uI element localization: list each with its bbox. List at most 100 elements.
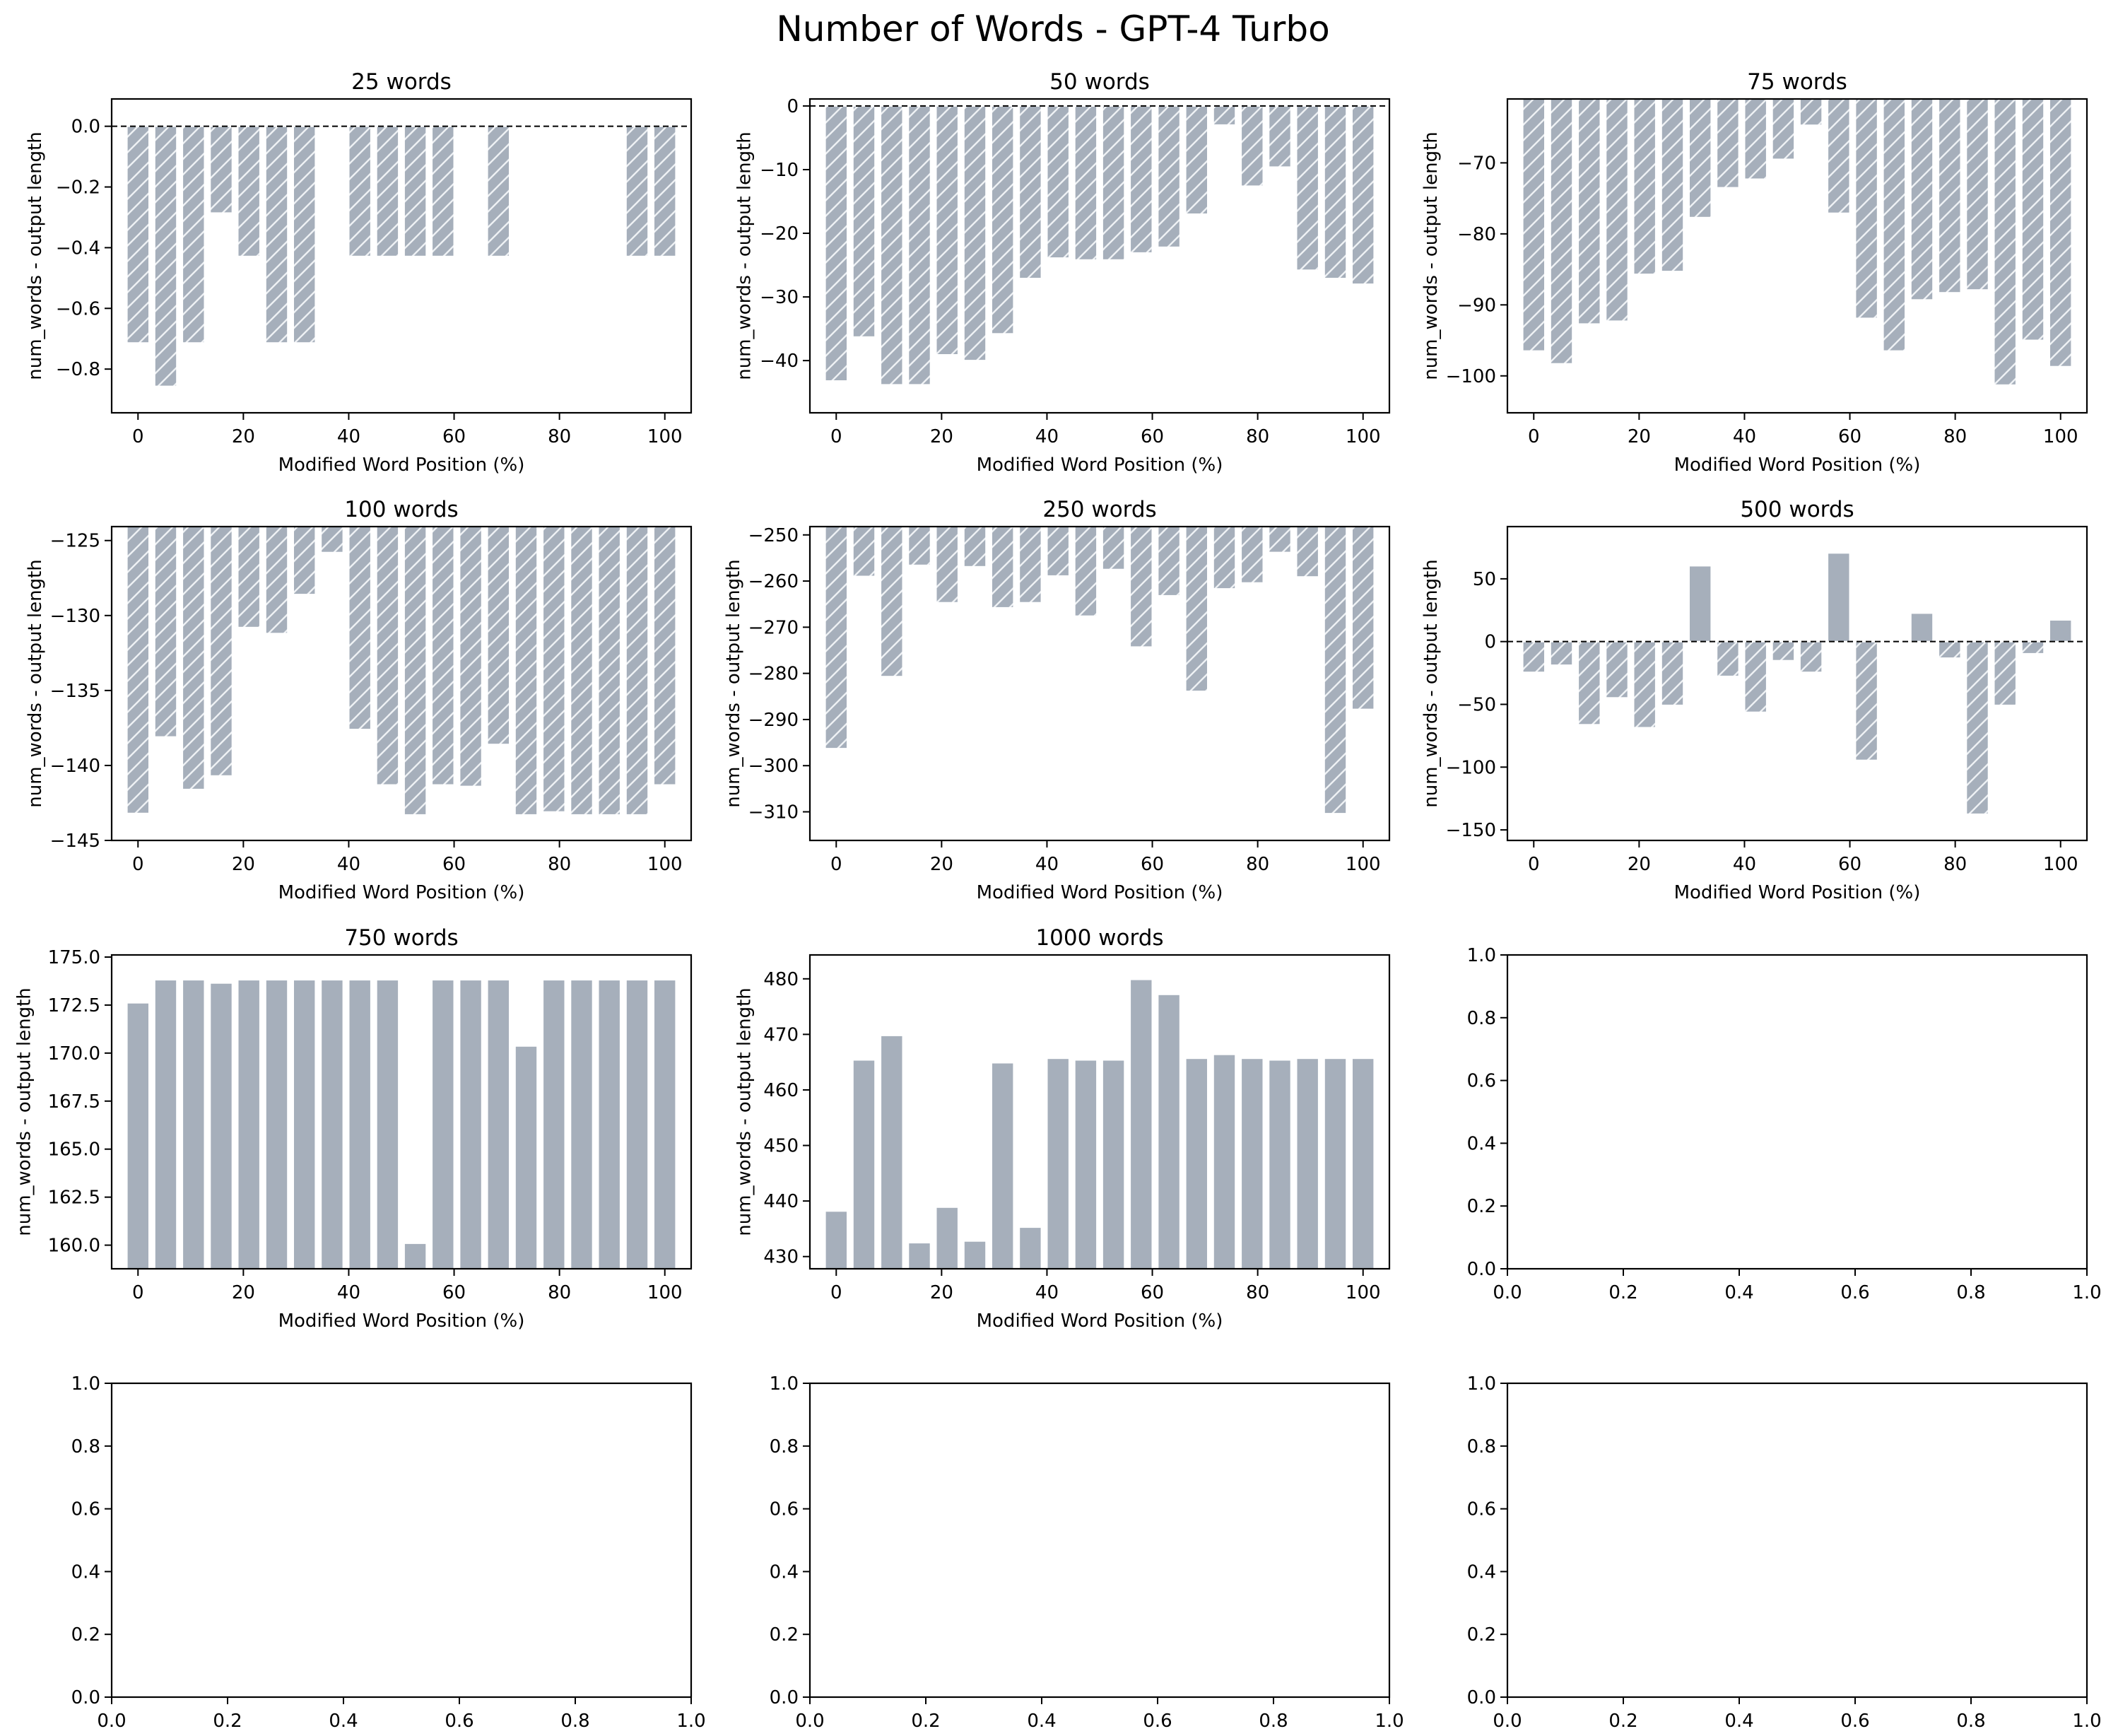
y-tick-label: −0.6 bbox=[56, 298, 100, 319]
bar bbox=[1799, 640, 1823, 674]
bar bbox=[153, 125, 178, 387]
bars bbox=[824, 105, 1375, 386]
bars bbox=[824, 978, 1375, 1269]
x-tick-label: 60 bbox=[1141, 854, 1164, 875]
x-tick-label: 0 bbox=[830, 854, 842, 875]
x-tick-label: 60 bbox=[1141, 1282, 1164, 1303]
bar bbox=[431, 125, 455, 257]
bar bbox=[880, 527, 904, 678]
subplot-12: 0.0 0.2 0.4 0.6 0.8 1.0 0.0 0.2 0.4 0.6 0.8 1.0 bbox=[1467, 1373, 2102, 1732]
x-axis-label: Modified Word Position (%) bbox=[977, 882, 1223, 903]
bar bbox=[1549, 640, 1574, 667]
bar bbox=[182, 527, 206, 790]
bar bbox=[1212, 1053, 1237, 1269]
y-axis-label: num_words - output length bbox=[734, 987, 755, 1236]
bar bbox=[237, 979, 261, 1269]
bar bbox=[1827, 552, 1851, 643]
axes-frame bbox=[1506, 525, 2088, 842]
x-tick-label: 1.0 bbox=[2072, 1282, 2101, 1303]
x-tick-label: 1.0 bbox=[676, 1711, 705, 1732]
bar bbox=[1743, 99, 1767, 180]
x-tick-label: 0.0 bbox=[1493, 1282, 1522, 1303]
bar bbox=[1549, 99, 1574, 365]
bar bbox=[824, 105, 848, 382]
bar bbox=[1716, 99, 1740, 189]
x-tick-label: 20 bbox=[1628, 426, 1651, 447]
subplot-1: 0 20 40 60 80 100 0.0 −0.2 −0.4 −0.6 −0.8 25 words M… bbox=[25, 69, 693, 476]
y-tick-label: −140 bbox=[50, 756, 100, 777]
bar bbox=[1882, 99, 1907, 352]
bar bbox=[852, 105, 876, 338]
y-tick-label: 1.0 bbox=[1467, 1373, 1496, 1395]
bar bbox=[293, 979, 317, 1269]
bar bbox=[824, 1210, 848, 1269]
y-tick-label: 0.2 bbox=[1467, 1196, 1496, 1217]
y-tick-label: −80 bbox=[1457, 224, 1496, 245]
y-tick-label: 0.6 bbox=[1467, 1071, 1496, 1092]
bar bbox=[264, 527, 289, 635]
subplot-title: 1000 words bbox=[1035, 925, 1163, 951]
subplot-title: 75 words bbox=[1747, 69, 1847, 95]
bar bbox=[1295, 105, 1319, 271]
bar bbox=[880, 1034, 904, 1269]
x-tick-label: 0.8 bbox=[1259, 1711, 1288, 1732]
bar bbox=[1799, 99, 1823, 127]
y-tick-label: 160.0 bbox=[48, 1236, 100, 1257]
y-tick-label: −20 bbox=[760, 223, 799, 245]
bar bbox=[991, 1062, 1015, 1269]
bar bbox=[375, 125, 400, 257]
y-tick-label: 0.2 bbox=[770, 1624, 799, 1646]
axes-frame bbox=[808, 98, 1391, 414]
axes-frame bbox=[808, 525, 1391, 842]
x-tick-label: 100 bbox=[2043, 854, 2078, 875]
x-axis-label: Modified Word Position (%) bbox=[977, 1310, 1223, 1332]
bar bbox=[431, 979, 455, 1269]
bar bbox=[1184, 105, 1208, 215]
bar bbox=[570, 979, 594, 1269]
bar bbox=[2049, 619, 2073, 643]
bars bbox=[126, 979, 677, 1269]
x-tick-label: 100 bbox=[647, 854, 683, 875]
bar bbox=[1910, 612, 1934, 643]
x-tick-label: 100 bbox=[1346, 426, 1381, 447]
bar bbox=[1184, 1057, 1208, 1269]
bar bbox=[486, 979, 510, 1269]
bar bbox=[1827, 99, 1851, 214]
bar bbox=[2020, 640, 2045, 655]
subplot-5: 0 20 40 60 80 100 −250 −260 −270 −280 −290 −300 −310… bbox=[723, 497, 1391, 903]
y-tick-label: −90 bbox=[1457, 295, 1496, 316]
y-tick-label: 0.6 bbox=[71, 1499, 100, 1520]
x-tick-label: 60 bbox=[442, 854, 466, 875]
subplot-3: 0 20 40 60 80 100 −70 −80 −90 −100 75 words Modifie… bbox=[1420, 69, 2088, 476]
subplot-8: 0 20 40 60 80 100 480 470 460 450 440 430 1000 words… bbox=[734, 925, 1391, 1332]
x-tick-label: 0.2 bbox=[213, 1711, 242, 1732]
bar bbox=[1240, 105, 1264, 187]
x-tick-label: 20 bbox=[930, 1282, 953, 1303]
bar bbox=[597, 979, 621, 1269]
y-tick-label: −150 bbox=[1446, 820, 1496, 841]
y-tick-label: 1.0 bbox=[71, 1373, 100, 1395]
x-axis-label: Modified Word Position (%) bbox=[278, 882, 525, 903]
bar bbox=[1018, 1226, 1042, 1269]
x-tick-label: 0.8 bbox=[560, 1711, 589, 1732]
y-tick-label: 0.4 bbox=[770, 1561, 799, 1583]
y-tick-label: 0.6 bbox=[1467, 1499, 1496, 1520]
bar bbox=[182, 125, 206, 344]
y-tick-label: −125 bbox=[50, 531, 100, 552]
y-tick-label: −10 bbox=[760, 160, 799, 181]
axes-frame bbox=[1506, 98, 2088, 414]
bar bbox=[1688, 565, 1712, 643]
subplot-4: 0 20 40 60 80 100 −125 −130 −135 −140 −145 100 word… bbox=[25, 497, 693, 903]
bar bbox=[348, 979, 372, 1269]
bar bbox=[348, 527, 372, 730]
axes-frame bbox=[110, 954, 693, 1270]
y-tick-label: 1.0 bbox=[1467, 945, 1496, 966]
bar bbox=[1993, 99, 2017, 386]
x-tick-label: 0 bbox=[132, 854, 144, 875]
bar bbox=[1323, 1057, 1348, 1269]
x-tick-label: 0 bbox=[1528, 426, 1540, 447]
bar bbox=[486, 527, 510, 746]
x-tick-label: 40 bbox=[337, 426, 360, 447]
y-tick-label: 0.8 bbox=[1467, 1436, 1496, 1458]
